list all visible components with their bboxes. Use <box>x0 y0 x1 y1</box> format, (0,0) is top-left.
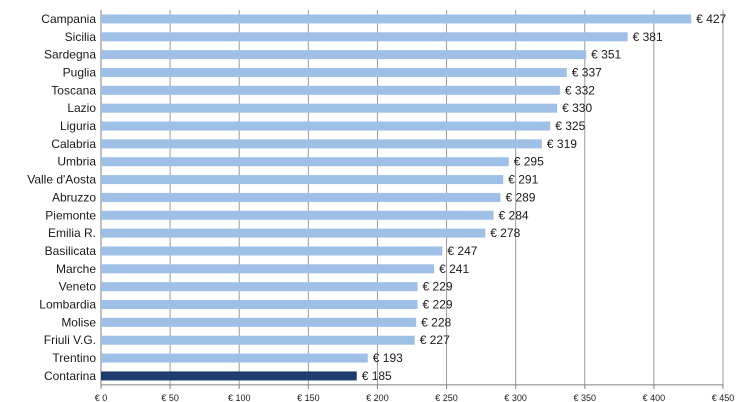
value-label: € 193 <box>373 351 403 365</box>
category-label: Basilicata <box>45 244 97 258</box>
tick-label: € 200 <box>366 393 389 402</box>
category-label: Friuli V.G. <box>44 333 96 347</box>
tick-label: € 150 <box>297 393 320 402</box>
category-label: Puglia <box>63 65 97 79</box>
category-label: Sardegna <box>44 48 96 62</box>
tick-label: € 250 <box>435 393 458 402</box>
value-label: € 227 <box>420 333 450 347</box>
category-labels: Campania Sicilia Sardegna Puglia Toscana Lazi… <box>27 12 96 383</box>
category-label: Abruzzo <box>52 190 96 204</box>
value-label: € 229 <box>423 280 453 294</box>
value-label: € 351 <box>591 48 621 62</box>
tick-label: € 350 <box>574 393 597 402</box>
value-label: € 295 <box>514 155 544 169</box>
tick-label: € 400 <box>643 393 666 402</box>
category-label: Valle d'Aosta <box>27 173 96 187</box>
category-label: Contarina <box>44 369 96 383</box>
category-label: Campania <box>41 12 96 26</box>
value-label: € 332 <box>565 83 595 97</box>
bar-19 <box>101 353 368 363</box>
bar-9 <box>101 175 504 185</box>
value-label: € 289 <box>505 190 535 204</box>
tick-label: € 0 <box>95 393 108 402</box>
value-label: € 330 <box>562 101 592 115</box>
bar-8 <box>101 157 509 167</box>
category-label: Liguria <box>60 119 96 133</box>
bar-0 <box>101 14 692 24</box>
value-label: € 325 <box>555 119 585 133</box>
category-label: Calabria <box>51 137 96 151</box>
bars <box>101 14 692 381</box>
bar-11 <box>101 210 494 220</box>
bar-6 <box>101 121 551 131</box>
bar-12 <box>101 228 486 238</box>
category-label: Emilia R. <box>48 226 96 240</box>
category-label: Molise <box>61 315 96 329</box>
bar-10 <box>101 192 501 202</box>
category-label: Umbria <box>57 155 96 169</box>
value-label: € 247 <box>447 244 477 258</box>
value-label: € 284 <box>499 208 529 222</box>
value-label: € 185 <box>362 369 392 383</box>
tick-label: € 50 <box>161 393 179 402</box>
category-label: Veneto <box>59 280 97 294</box>
category-label: Lazio <box>67 101 96 115</box>
category-label: Trentino <box>52 351 96 365</box>
bar-1 <box>101 32 628 42</box>
tick-label: € 450 <box>712 393 735 402</box>
category-label: Sicilia <box>65 30 97 44</box>
value-label: € 241 <box>439 262 469 276</box>
bar-4 <box>101 85 560 95</box>
value-label: € 427 <box>696 12 726 26</box>
bar-18 <box>101 335 415 345</box>
category-label: Lombardia <box>39 298 96 312</box>
bar-20 <box>101 371 357 381</box>
category-label: Toscana <box>51 83 96 97</box>
value-label: € 337 <box>572 65 602 79</box>
value-label: € 291 <box>508 173 538 187</box>
value-label: € 319 <box>547 137 577 151</box>
bar-5 <box>101 103 558 113</box>
value-label: € 278 <box>490 226 520 240</box>
bar-2 <box>101 50 587 60</box>
bar-14 <box>101 264 435 274</box>
value-label: € 229 <box>423 298 453 312</box>
category-label: Marche <box>56 262 96 276</box>
value-label: € 228 <box>421 315 451 329</box>
bar-13 <box>101 246 443 256</box>
bar-17 <box>101 317 417 327</box>
category-label: Piemonte <box>45 208 96 222</box>
tick-label: € 100 <box>228 393 251 402</box>
value-label: € 381 <box>633 30 663 44</box>
value-labels: € 427 € 381 € 351 € 337 € 332 € 330 € 325 € 319… <box>362 12 727 383</box>
tick-label: € 300 <box>504 393 527 402</box>
bar-15 <box>101 282 418 292</box>
x-axis-ticks: € 0 € 50 € 100 € 150 € 200 € 250 € 300 € 350 € 4… <box>95 384 735 402</box>
bar-3 <box>101 67 567 77</box>
bar-7 <box>101 139 542 149</box>
bar-16 <box>101 300 418 310</box>
